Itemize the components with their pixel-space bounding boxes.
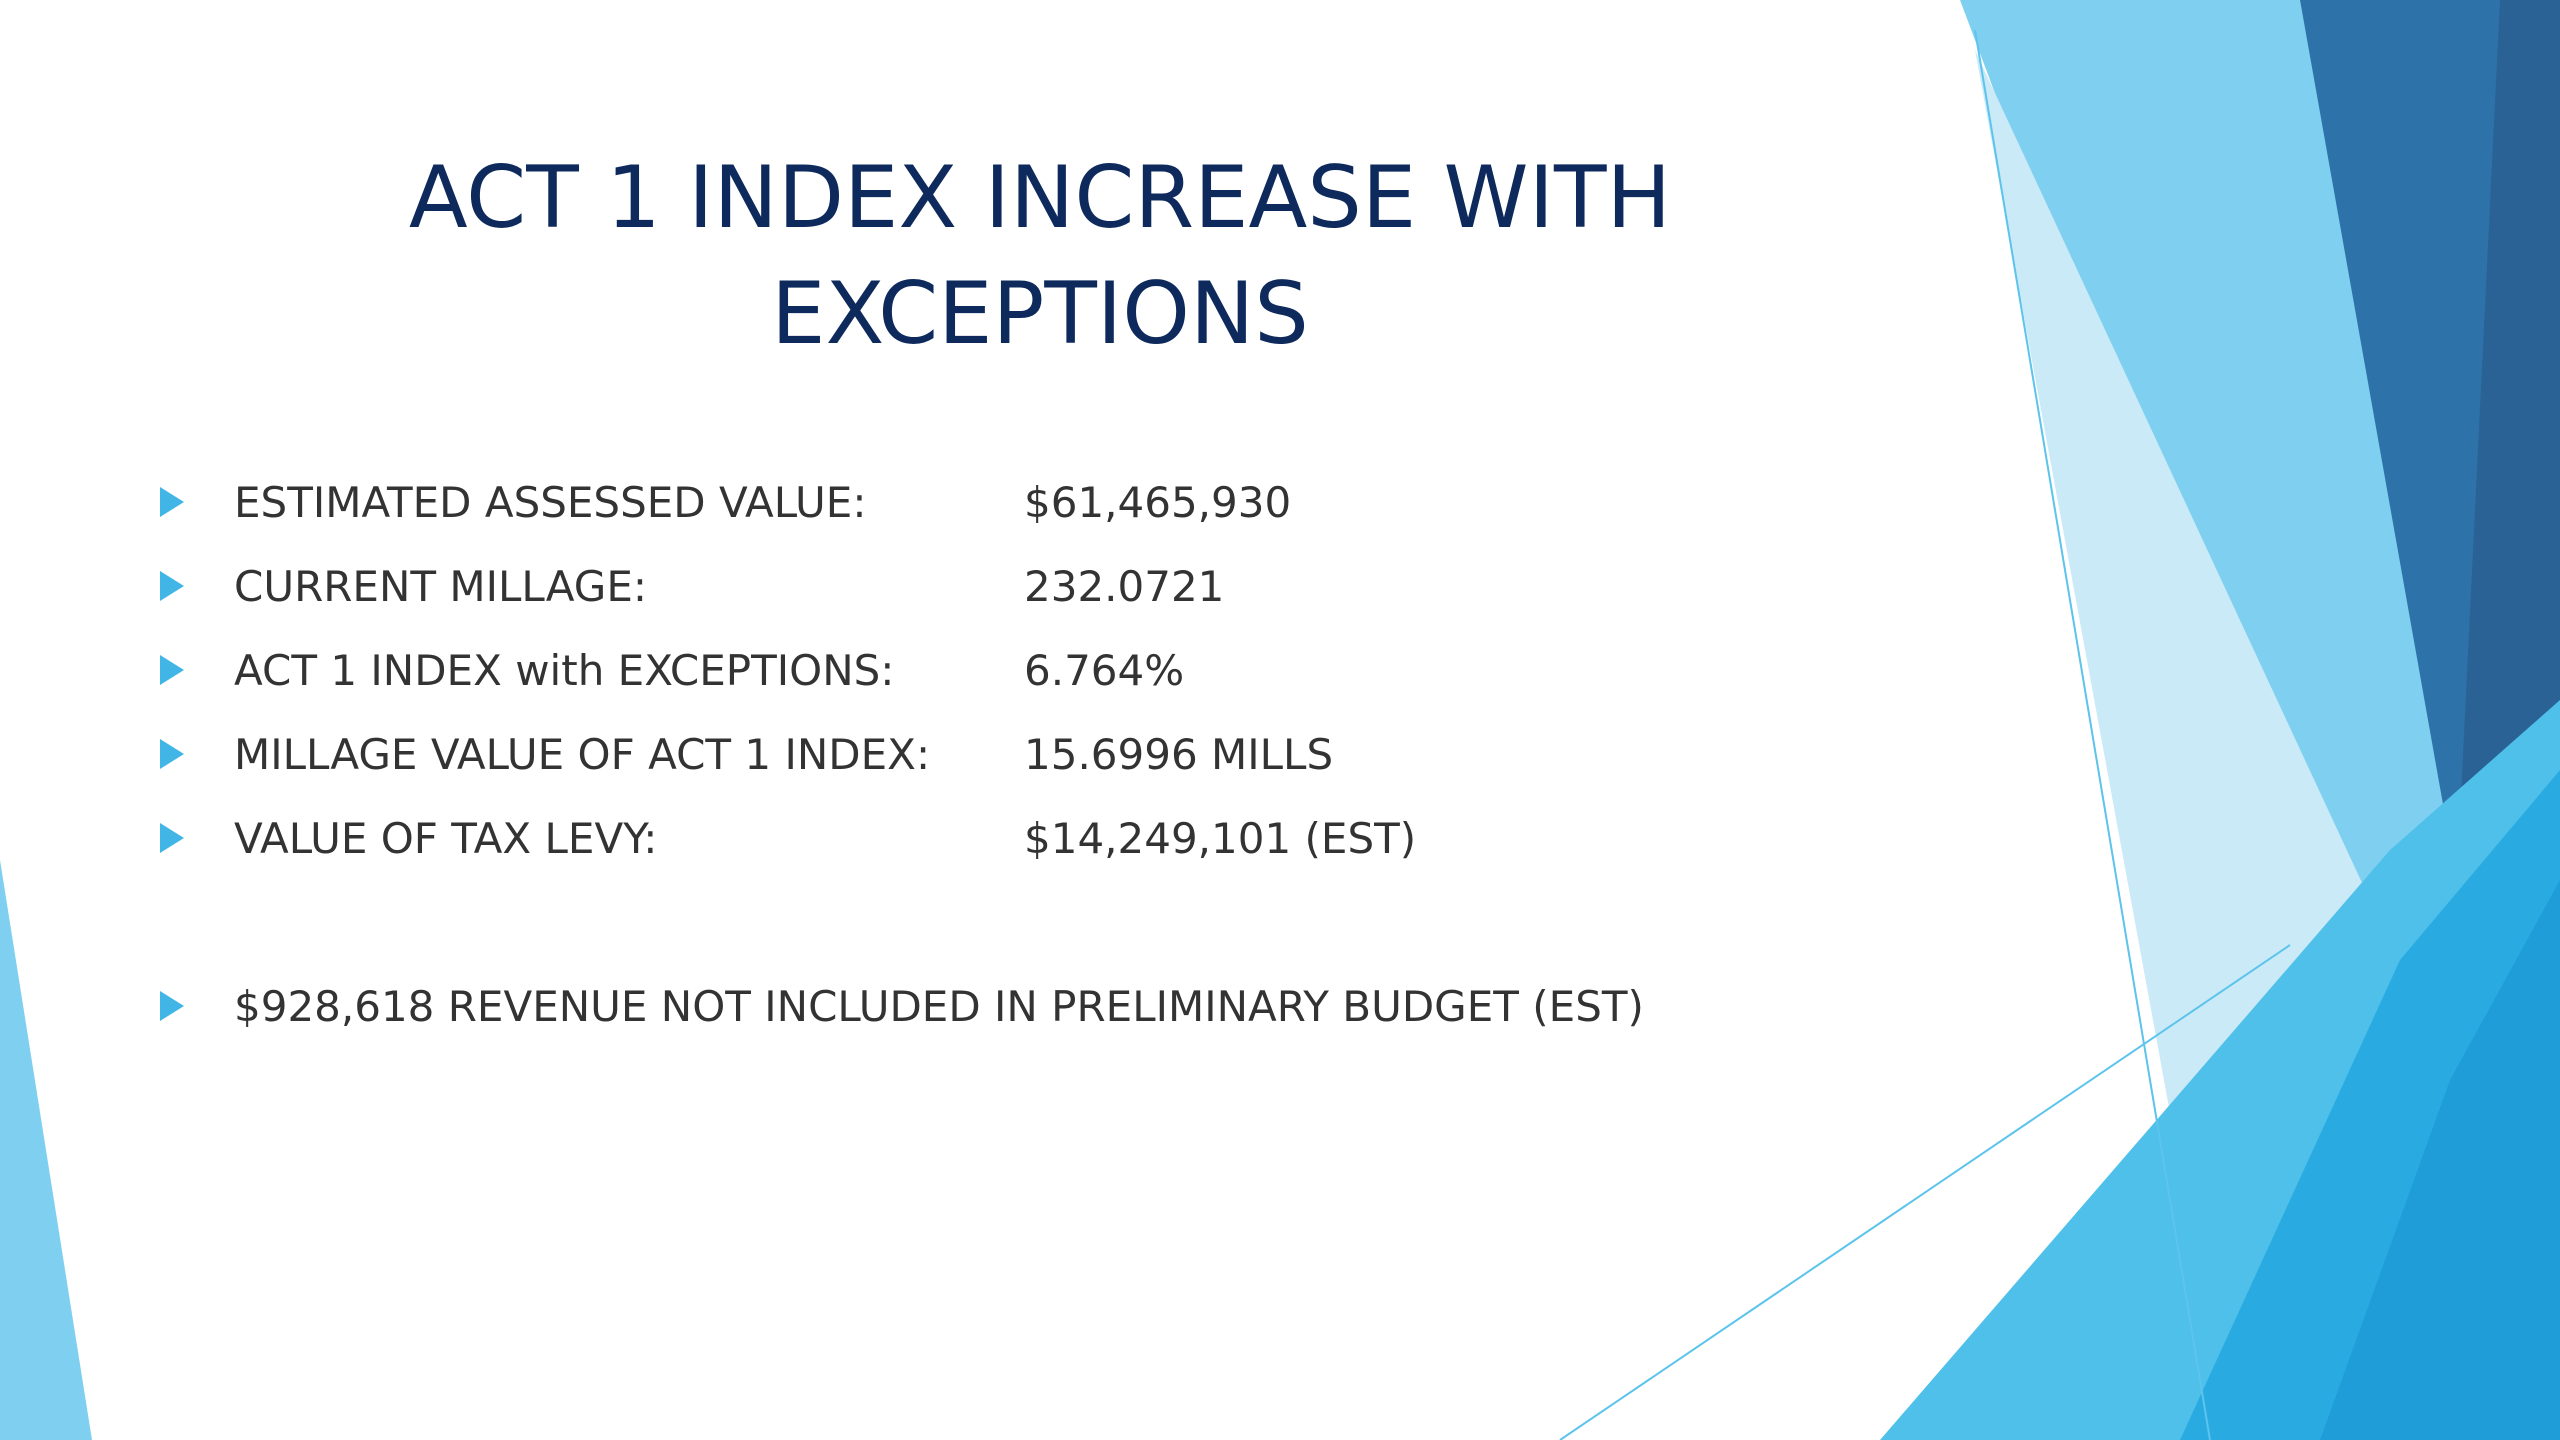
bullet-list: ESTIMATED ASSESSED VALUE: $61,465,930 CU… bbox=[160, 460, 1644, 1048]
row-value: 15.6996 MILLS bbox=[1024, 729, 1334, 779]
triangle-right-icon bbox=[160, 487, 184, 517]
triangle-right-icon bbox=[160, 739, 184, 769]
triangle-right-icon bbox=[160, 571, 184, 601]
row-label: MILLAGE VALUE OF ACT 1 INDEX: bbox=[234, 729, 931, 779]
list-item-note: $928,618 REVENUE NOT INCLUDED IN PRELIMI… bbox=[160, 964, 1644, 1048]
row-value: 232.0721 bbox=[1024, 561, 1225, 611]
row-label: VALUE OF TAX LEVY: bbox=[234, 813, 658, 863]
list-item: VALUE OF TAX LEVY: $14,249,101 (EST) bbox=[160, 796, 1644, 880]
triangle-right-icon bbox=[160, 823, 184, 853]
slide-title: ACT 1 INDEX INCREASE WITH EXCEPTIONS bbox=[240, 140, 1840, 372]
triangle-right-icon bbox=[160, 655, 184, 685]
row-label: ESTIMATED ASSESSED VALUE: bbox=[234, 477, 867, 527]
row-label: ACT 1 INDEX with EXCEPTIONS: bbox=[234, 645, 895, 695]
right-panel-deep bbox=[2320, 880, 2560, 1440]
list-item: ESTIMATED ASSESSED VALUE: $61,465,930 bbox=[160, 460, 1644, 544]
row-value: $14,249,101 (EST) bbox=[1024, 813, 1417, 863]
left-edge-shape bbox=[0, 860, 92, 1440]
row-label: CURRENT MILLAGE: bbox=[234, 561, 648, 611]
accent-line-vertical bbox=[1974, 29, 2211, 1440]
list-item: ACT 1 INDEX with EXCEPTIONS: 6.764% bbox=[160, 628, 1644, 712]
row-value: $61,465,930 bbox=[1024, 477, 1292, 527]
row-value: 6.764% bbox=[1024, 645, 1185, 695]
triangle-right-icon bbox=[160, 991, 184, 1021]
list-item: CURRENT MILLAGE: 232.0721 bbox=[160, 544, 1644, 628]
revenue-note: $928,618 REVENUE NOT INCLUDED IN PRELIMI… bbox=[234, 981, 1644, 1031]
list-item: MILLAGE VALUE OF ACT 1 INDEX: 15.6996 MI… bbox=[160, 712, 1644, 796]
slide-title-line-2: EXCEPTIONS bbox=[771, 264, 1309, 364]
slide-title-line-1: ACT 1 INDEX INCREASE WITH bbox=[408, 148, 1672, 248]
accent-line-diagonal bbox=[1559, 944, 2291, 1440]
